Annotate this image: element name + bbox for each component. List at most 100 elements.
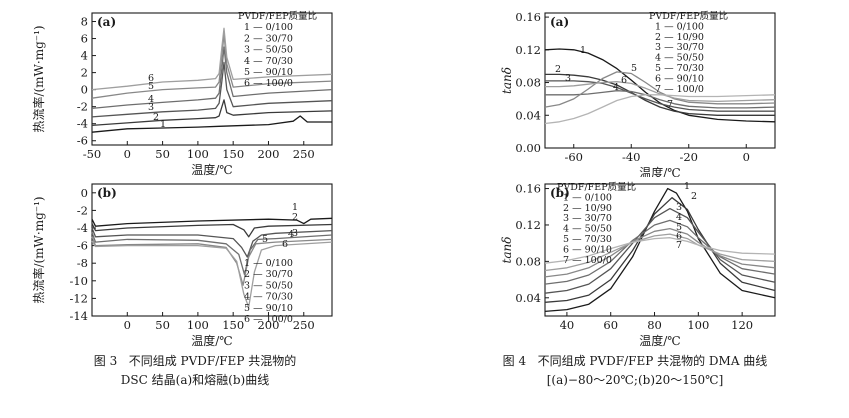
fig4b-legend-title: PVDF/FEP质量比 xyxy=(557,181,636,193)
fig3a-y-tick-label: 8 xyxy=(81,15,88,29)
fig3b-x-tick-label: 50 xyxy=(155,318,170,332)
fig3b-series-label-4: 4 xyxy=(288,229,294,240)
fig4a-x-tick-label: -40 xyxy=(622,150,641,164)
fig4a-chart: -60 -40 -20 0 0.00 0.04 0.08 0.12 0.16 温度/℃ tanδ (a… xyxy=(500,10,776,180)
fig4b-x-tick-label: 80 xyxy=(647,318,662,332)
fig3a-series-line-5 xyxy=(91,33,333,99)
fig3b-x-tick-label: 150 xyxy=(222,318,244,332)
fig3b-x-tick-label: 200 xyxy=(257,318,279,332)
fig3b-series-line-1 xyxy=(91,217,333,227)
fig4b-legend-item: 2 — 10/90 xyxy=(563,203,612,214)
fig4b-x-tick-label: 120 xyxy=(731,318,753,332)
figure3-caption-line2: DSC 结晶(a)和熔融(b)曲线 xyxy=(120,373,270,387)
figure3-caption-title: 不同组成 PVDF/FEP 共混物的 xyxy=(128,354,297,368)
fig4a-x-axis-title: 温度/℃ xyxy=(639,165,680,177)
fig4a-series-group xyxy=(544,48,776,125)
fig4b-legend-item: 4 — 50/50 xyxy=(563,224,612,235)
fig4a-y-tick-label: 0.00 xyxy=(515,141,541,155)
fig4b-series-line-5 xyxy=(544,227,776,278)
fig4b-legend-item: 3 — 30/70 xyxy=(563,213,612,224)
fig3a-legend-item: 6 — 100/0 xyxy=(244,78,293,89)
fig3a-y-tick-label: 6 xyxy=(81,32,88,46)
fig4a-series-label-5: 5 xyxy=(631,63,637,74)
fig3a-x-tick-label: -50 xyxy=(83,147,102,161)
fig3a-series-label-4: 4 xyxy=(148,94,154,105)
fig4b-series-line-4 xyxy=(544,219,776,285)
fig3a-series-line-4 xyxy=(91,46,333,110)
fig3b-chart: 0 50 100 150 200 250 -14 -12 -10 -8 -6 -4 -2 0 温度/℃ 热流率… xyxy=(31,183,333,348)
fig4b-series-label-5: 5 xyxy=(676,222,682,233)
fig4a-series-line-4 xyxy=(545,90,776,109)
fig4b-y-tick-label: 0.12 xyxy=(515,218,541,232)
fig3b-series-group xyxy=(91,217,333,308)
fig4b-series-label-4: 4 xyxy=(676,212,682,223)
fig3a-y-tick-label: 4 xyxy=(81,49,88,63)
fig3b-panel-label: (b) xyxy=(97,186,117,200)
fig3a-series-group xyxy=(91,27,333,133)
fig4a-panel-label: (a) xyxy=(550,15,569,29)
fig3b-y-tick-label: -10 xyxy=(69,274,88,288)
fig4a-legend-title: PVDF/FEP质量比 xyxy=(649,10,728,22)
fig4b-legend-item: 1 — 0/100 xyxy=(563,192,612,203)
fig3a-series-label-6: 6 xyxy=(148,73,154,84)
fig4b-series-group xyxy=(544,187,776,313)
fig4a-legend-item: 1 — 0/100 xyxy=(655,21,704,32)
fig3b-legend-item: 6 — 100/0 xyxy=(244,314,293,325)
fig3b-x-tick-label: 100 xyxy=(187,318,209,332)
fig4a-legend-item: 3 — 30/70 xyxy=(655,42,704,53)
fig3a-x-tick-label: 150 xyxy=(222,147,244,161)
fig4b-y-axis-title: tanδ xyxy=(500,237,514,264)
fig4b-series-line-2 xyxy=(544,197,776,303)
figure3-number: 图 3 xyxy=(93,354,118,368)
fig4b-x-tick-label: 40 xyxy=(560,318,575,332)
fig4a-series-line-6 xyxy=(545,81,776,103)
fig3a-y-tick-label: -4 xyxy=(77,117,88,131)
fig3a-legend-item: 2 — 30/70 xyxy=(244,33,293,44)
fig4a-legend-item: 5 — 70/30 xyxy=(655,63,704,74)
fig3b-x-tick-label: 250 xyxy=(293,318,315,332)
fig3a-legend-title: PVDF/FEP质量比 xyxy=(238,10,317,22)
fig4a-y-tick-label: 0.16 xyxy=(515,10,541,24)
fig3b-series-label-5: 5 xyxy=(262,234,268,245)
fig3b-series-label-1: 1 xyxy=(292,202,298,213)
fig4b-legend-item: 7 — 100/0 xyxy=(563,255,612,266)
fig4b-series-line-7 xyxy=(544,237,776,264)
fig4b-series-label-6: 6 xyxy=(676,231,682,242)
fig3a-legend-item: 3 — 50/50 xyxy=(244,45,293,56)
fig3b-series-line-4 xyxy=(91,232,333,276)
fig3a-y-tick-label: 2 xyxy=(81,66,88,80)
fig3b-y-axis-title: 热流率/(mW·mg⁻¹) xyxy=(31,196,46,303)
fig3a-panel: -50 0 50 100 150 200 250 -6 -4 -2 0 2 4 6 8 温度/℃ 热流率/(mW… xyxy=(30,5,340,177)
fig4b-legend-item: 5 — 70/30 xyxy=(563,234,612,245)
fig3b-series-label-2: 2 xyxy=(292,212,298,223)
fig3b-x-tick-label: 0 xyxy=(124,318,131,332)
fig3b-series-line-2 xyxy=(91,223,333,238)
fig3b-panel: 0 50 100 150 200 250 -14 -12 -10 -8 -6 -4 -2 0 温度/℃ 热流率… xyxy=(30,176,340,348)
fig4b-legend-item: 6 — 90/10 xyxy=(563,244,612,255)
fig4b-y-tick-label: 0.04 xyxy=(515,291,541,305)
fig4a-x-tick-label: -60 xyxy=(564,150,583,164)
fig3a-series-line-2 xyxy=(91,99,333,127)
fig4a-series-line-7 xyxy=(544,94,776,125)
fig3a-y-axis-title: 热流率/(mW·mg⁻¹) xyxy=(31,25,46,132)
fig4a-series-label-7: 7 xyxy=(667,99,673,110)
fig4b-y-tick-label: 0.08 xyxy=(515,254,541,268)
fig4b-series-line-1 xyxy=(544,187,776,313)
fig3b-y-tick-label: -6 xyxy=(77,239,88,253)
fig3b-plot-frame xyxy=(91,183,333,317)
fig3a-y-tick-label: -6 xyxy=(77,134,88,148)
fig4b-panel-label: (b) xyxy=(550,186,570,200)
fig4b-panel: 40 60 80 100 120 0.04 0.08 0.12 0.16 温度/℃ tanδ (b) 1… xyxy=(495,176,785,348)
fig3a-series-label-2: 2 xyxy=(153,112,159,123)
fig4b-series-line-6 xyxy=(544,233,776,272)
fig3b-y-tick-label: -12 xyxy=(69,291,88,305)
figure3-caption-line1: 图 3 不同组成 PVDF/FEP 共混物的 xyxy=(70,352,320,371)
fig3b-series-label-3: 3 xyxy=(292,228,298,239)
fig3a-panel-label: (a) xyxy=(97,15,116,29)
fig4a-legend-item: 2 — 10/90 xyxy=(655,32,704,43)
fig4a-series-label-1: 1 xyxy=(580,45,586,56)
fig3a-x-tick-label: 0 xyxy=(124,147,131,161)
fig3a-plot-frame xyxy=(91,12,333,146)
fig4a-series-label-4: 4 xyxy=(613,82,619,93)
